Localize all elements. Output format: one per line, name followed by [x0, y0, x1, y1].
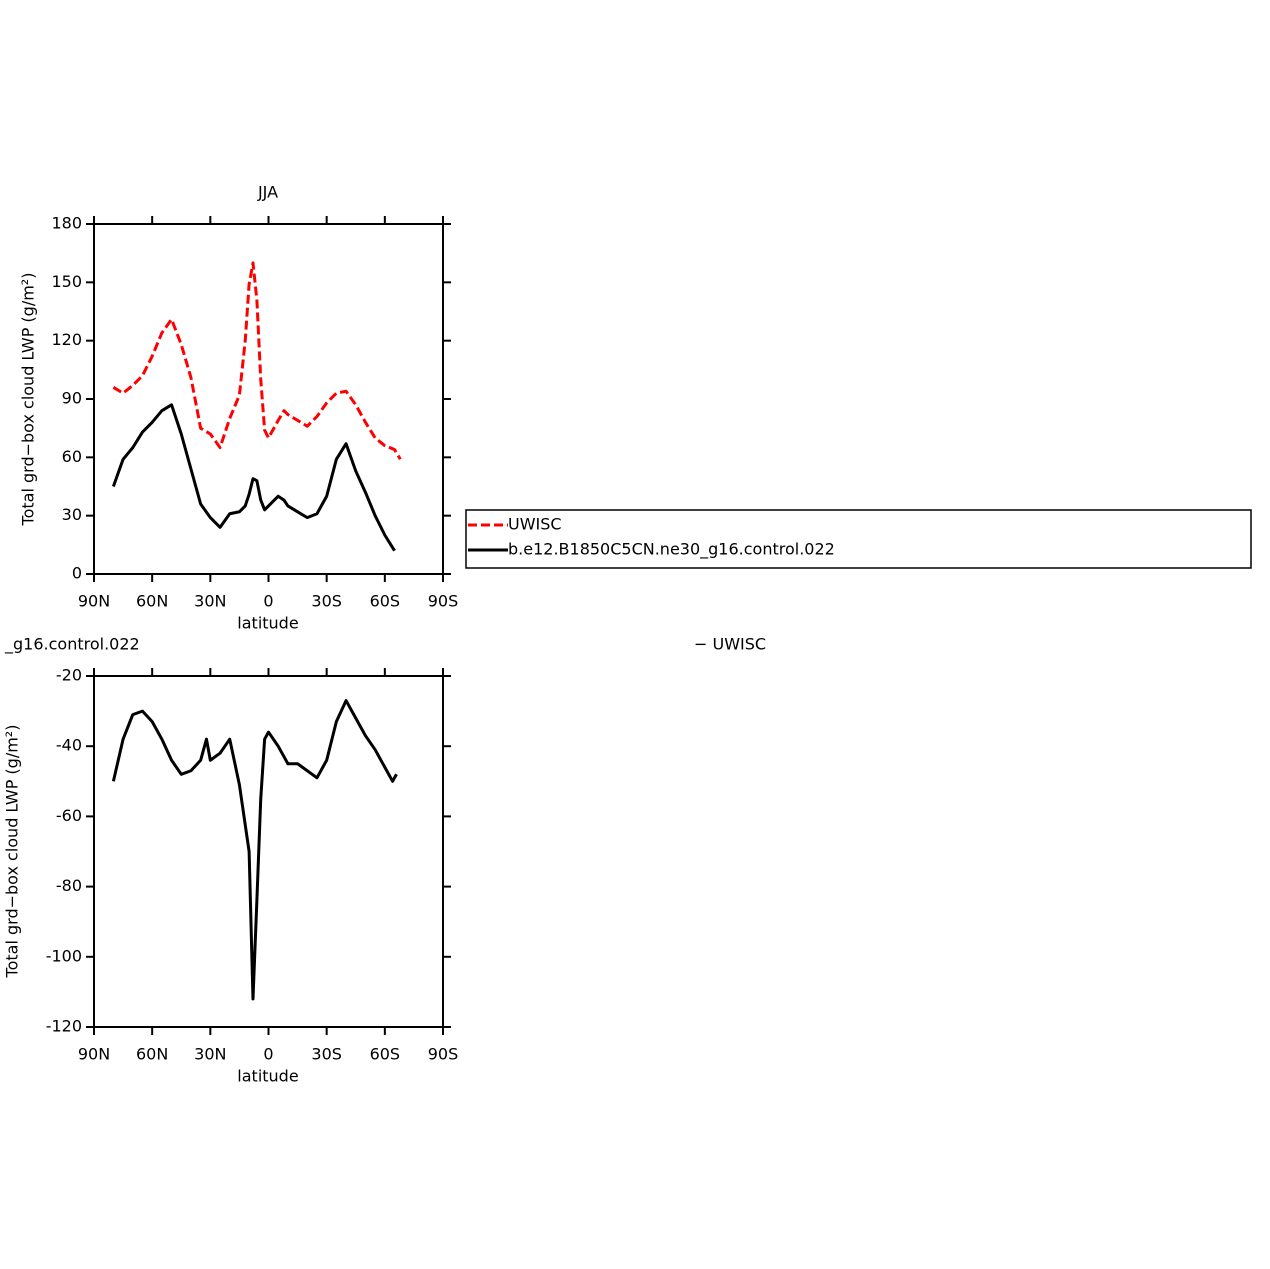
y-tick-label: 30: [62, 505, 82, 524]
y-axis-label: Total grd−box cloud LWP (g/m²): [19, 273, 38, 527]
data-line: [112, 261, 402, 461]
x-tick-label: 30S: [311, 592, 342, 611]
x-tick-label: 0: [263, 592, 273, 611]
y-tick-label: 60: [62, 447, 82, 466]
x-tick-label: 0: [263, 1045, 273, 1064]
legend-box: [465, 509, 1252, 569]
x-axis-label: latitude: [237, 614, 298, 633]
legend-label: b.e12.B1850C5CN.ne30_g16.control.022: [508, 540, 835, 560]
x-tick-label: 90N: [78, 1045, 110, 1064]
data-line: [111, 403, 396, 552]
y-tick-label: 150: [51, 272, 82, 291]
x-tick-label: 90N: [78, 592, 110, 611]
y-tick-label: 180: [51, 214, 82, 233]
y-tick-label: 120: [51, 330, 82, 349]
y-tick-label: -100: [46, 946, 82, 965]
y-tick-label: -80: [56, 876, 82, 895]
x-tick-label: 30N: [194, 1045, 226, 1064]
x-tick-label: 90S: [428, 592, 459, 611]
data-line: [111, 699, 398, 1001]
legend-label: UWISC: [508, 515, 562, 534]
y-tick-label: -40: [56, 736, 82, 755]
left-title: _g16.control.022: [4, 635, 140, 655]
x-tick-label: 60S: [370, 1045, 401, 1064]
x-axis-label: latitude: [237, 1067, 298, 1086]
y-tick-label: -120: [46, 1017, 82, 1036]
y-tick-label: -60: [56, 806, 82, 825]
right-title: − UWISC: [694, 635, 766, 654]
plot-frame: [93, 223, 444, 575]
y-tick-label: -20: [56, 666, 82, 685]
chart-title: JJA: [257, 183, 278, 202]
x-tick-label: 60S: [370, 592, 401, 611]
x-tick-label: 30S: [311, 1045, 342, 1064]
x-tick-label: 90S: [428, 1045, 459, 1064]
x-tick-label: 30N: [194, 592, 226, 611]
y-axis-label: Total grd−box cloud LWP (g/m²): [3, 725, 22, 979]
y-tick-label: 0: [72, 564, 82, 583]
x-tick-label: 60N: [136, 592, 168, 611]
plot-frame: [93, 675, 444, 1028]
y-tick-label: 90: [62, 389, 82, 408]
x-tick-label: 60N: [136, 1045, 168, 1064]
